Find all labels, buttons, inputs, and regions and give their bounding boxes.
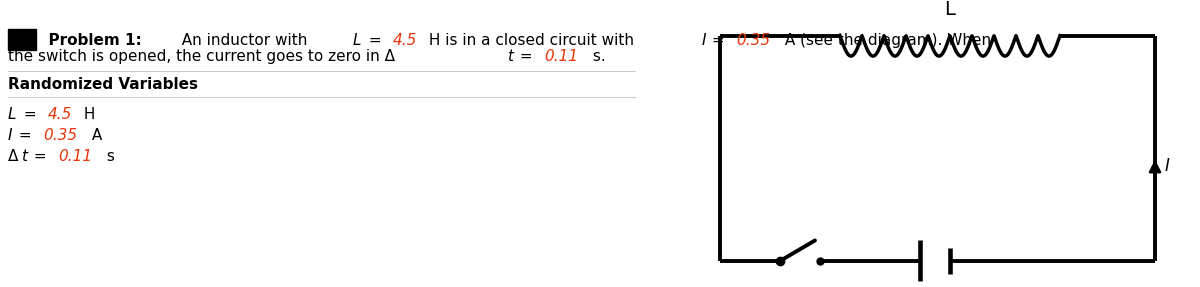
Text: t: t — [22, 149, 28, 164]
Text: L: L — [353, 33, 361, 48]
Text: A: A — [86, 128, 102, 143]
Text: An inductor with: An inductor with — [172, 33, 312, 48]
Text: Δ: Δ — [8, 149, 18, 164]
Text: L: L — [944, 0, 955, 19]
Text: t: t — [508, 49, 514, 64]
Text: 0.35: 0.35 — [43, 128, 77, 143]
Text: 4.5: 4.5 — [48, 107, 72, 122]
Text: 0.11: 0.11 — [544, 49, 578, 64]
Text: =: = — [364, 33, 386, 48]
Text: 4.5: 4.5 — [392, 33, 418, 48]
Text: s.: s. — [588, 49, 606, 64]
Text: 0.35: 0.35 — [737, 33, 770, 48]
Text: H: H — [79, 107, 96, 122]
Text: =: = — [707, 33, 730, 48]
Text: =: = — [14, 128, 36, 143]
Text: =: = — [29, 149, 52, 164]
Text: A (see the diagram). When: A (see the diagram). When — [780, 33, 991, 48]
Text: I: I — [1165, 157, 1170, 175]
Text: 0.11: 0.11 — [58, 149, 92, 164]
Text: the switch is opened, the current goes to zero in Δ: the switch is opened, the current goes t… — [8, 49, 395, 64]
Text: I: I — [702, 33, 706, 48]
Text: L: L — [8, 107, 17, 122]
Text: s: s — [102, 149, 115, 164]
Text: =: = — [515, 49, 538, 64]
Bar — [8, 29, 36, 50]
Text: H is in a closed circuit with: H is in a closed circuit with — [425, 33, 640, 48]
Text: Randomized Variables: Randomized Variables — [8, 77, 198, 92]
Text: Problem 1:: Problem 1: — [38, 33, 142, 48]
Text: I: I — [8, 128, 12, 143]
Text: =: = — [19, 107, 42, 122]
